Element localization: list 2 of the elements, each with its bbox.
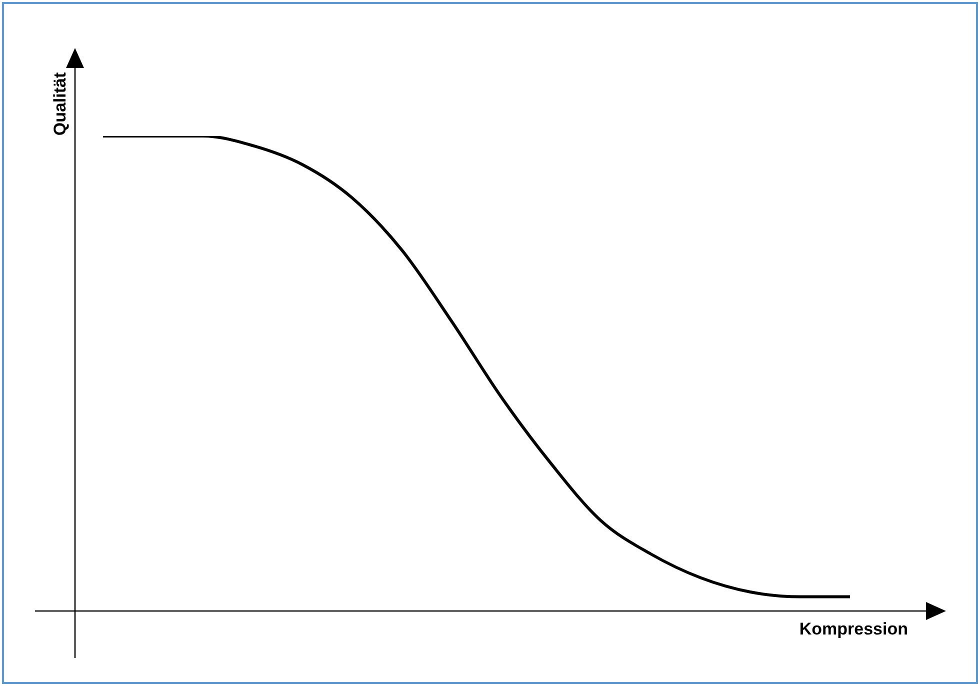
y-axis-title: Qualität bbox=[50, 72, 70, 136]
x-axis-title: Kompression bbox=[799, 620, 908, 639]
